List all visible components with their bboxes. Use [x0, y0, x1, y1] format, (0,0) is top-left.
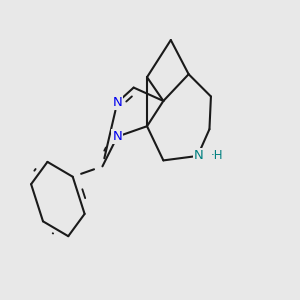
Text: ·H: ·H	[211, 149, 224, 162]
Text: N: N	[112, 96, 122, 109]
Text: N: N	[112, 130, 122, 143]
Text: N: N	[194, 149, 204, 162]
